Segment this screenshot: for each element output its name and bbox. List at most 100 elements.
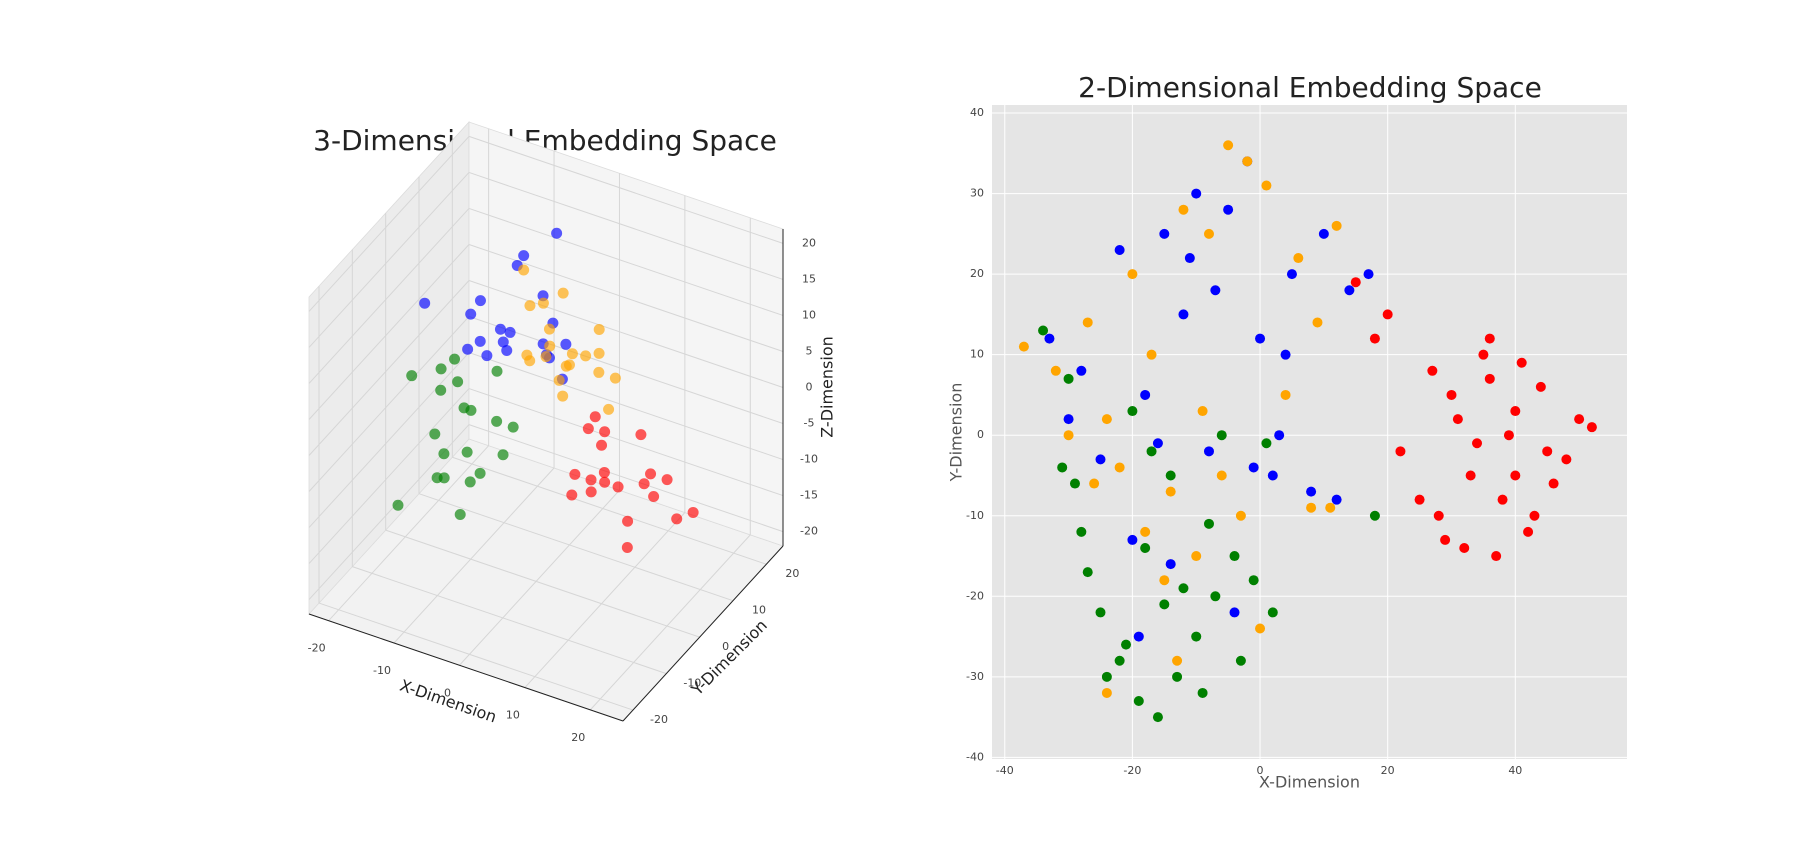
point	[431, 472, 443, 484]
point	[507, 421, 519, 433]
point	[557, 287, 569, 299]
point	[1267, 607, 1278, 618]
point	[544, 340, 556, 352]
point	[1178, 583, 1189, 594]
point	[438, 448, 450, 460]
z-tick-label: 20	[802, 236, 816, 249]
grid-line	[308, 208, 470, 384]
grid-line	[308, 352, 470, 528]
point	[1159, 575, 1170, 586]
point	[1242, 156, 1253, 167]
x-axis-label: X-Dimension	[1259, 773, 1360, 792]
point	[1152, 712, 1163, 723]
point	[462, 343, 474, 355]
z-tick-label: -10	[800, 453, 818, 466]
point	[1089, 478, 1100, 489]
point	[1095, 454, 1106, 465]
point	[1280, 389, 1291, 400]
point	[1235, 510, 1246, 521]
point	[1210, 591, 1221, 602]
point	[598, 466, 610, 478]
z-tick-label: -20	[800, 525, 818, 538]
z-tick-label: -5	[804, 417, 815, 430]
point	[1465, 470, 1476, 481]
point	[449, 353, 461, 365]
point	[1101, 414, 1112, 425]
point	[543, 323, 555, 335]
point	[1184, 253, 1195, 264]
point	[1127, 269, 1138, 280]
point	[638, 478, 650, 490]
point	[612, 481, 624, 493]
point	[1152, 438, 1163, 449]
point	[1191, 188, 1202, 199]
grid-line	[468, 316, 784, 424]
point	[1159, 228, 1170, 239]
x-axis-label: X-Dimension	[397, 676, 499, 727]
point	[1286, 269, 1297, 280]
point	[497, 336, 509, 348]
point	[1363, 269, 1374, 280]
point	[392, 499, 404, 511]
x-tick-label: -40	[996, 764, 1014, 777]
point	[582, 423, 594, 435]
point	[1446, 389, 1457, 400]
grid-line	[589, 534, 751, 711]
point	[1210, 285, 1221, 296]
point	[1452, 414, 1463, 425]
y-tick-label: -20	[650, 713, 668, 726]
x-tick-label: 10	[506, 709, 520, 722]
point	[1306, 502, 1317, 513]
point	[1121, 639, 1132, 650]
x-tick-label: -10	[373, 664, 391, 677]
point	[1159, 599, 1170, 610]
point	[1063, 414, 1074, 425]
point	[1063, 430, 1074, 441]
y-tick-label: 0	[722, 640, 729, 653]
point	[1191, 551, 1202, 562]
point	[1223, 140, 1234, 151]
point	[1369, 333, 1380, 344]
point	[1293, 253, 1304, 264]
point	[1229, 551, 1240, 562]
point	[609, 372, 621, 384]
z-tick-label: 15	[802, 272, 816, 285]
chart-title: 2-Dimensional Embedding Space	[1078, 71, 1542, 104]
point	[1165, 559, 1176, 570]
grid-line	[308, 136, 470, 312]
point	[452, 376, 464, 388]
grid-line	[468, 352, 784, 461]
grid-line	[524, 512, 686, 688]
point	[1414, 494, 1425, 505]
point	[1510, 406, 1521, 417]
point	[1312, 317, 1323, 328]
point	[497, 449, 509, 461]
point	[1306, 486, 1317, 497]
z-tick-label: 5	[806, 344, 813, 357]
point	[1172, 671, 1183, 682]
point	[518, 250, 530, 262]
point	[1203, 518, 1214, 529]
x-tick-label: -20	[308, 642, 326, 655]
point	[461, 446, 473, 458]
point	[1140, 389, 1151, 400]
point	[1382, 309, 1393, 320]
point	[1478, 349, 1489, 360]
point	[491, 415, 503, 427]
point	[1216, 470, 1227, 481]
grid-line	[308, 316, 470, 492]
x-tick-label: 20	[571, 731, 585, 744]
point	[1082, 567, 1093, 578]
point	[1191, 631, 1202, 642]
point	[1127, 534, 1138, 545]
point	[1440, 534, 1451, 545]
point	[481, 350, 493, 362]
point	[465, 308, 477, 320]
point	[1529, 510, 1540, 521]
point	[1069, 478, 1080, 489]
point	[1484, 373, 1495, 384]
point	[494, 323, 506, 335]
y-tick-label: 30	[970, 187, 984, 200]
x-tick-label: 40	[1508, 764, 1522, 777]
